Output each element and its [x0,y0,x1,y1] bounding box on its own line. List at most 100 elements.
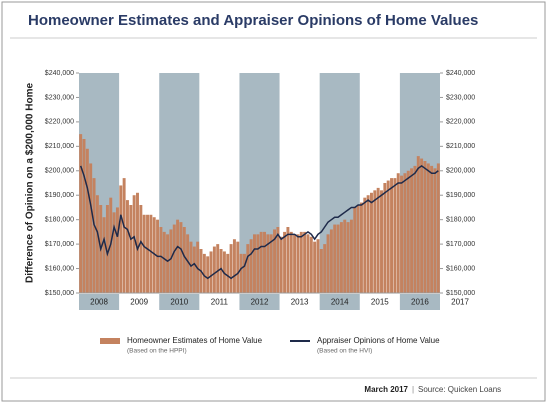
bar [376,187,380,293]
bar [316,239,320,293]
bar [89,163,93,293]
bar [79,134,83,293]
y2-tick-label: $200,000 [446,168,475,175]
bar [396,173,400,293]
bar [390,178,394,293]
y-tick-label: $210,000 [45,143,74,150]
bar [423,161,427,293]
bar [216,244,220,293]
bar [182,227,186,293]
bar [393,178,397,293]
year-box [239,294,280,310]
bar [189,241,193,293]
y2-tick-label: $230,000 [446,94,475,101]
bar [433,168,437,293]
bar [373,190,377,293]
bar [406,170,410,293]
bar [132,195,136,293]
legend-label: Homeowner Estimates of Home Value [127,336,263,345]
bar [273,229,277,293]
bar [303,231,307,293]
x-tick-label: 2011 [211,298,229,307]
bar [212,246,216,293]
bar [366,195,370,293]
bar [119,185,123,293]
y-tick-label: $160,000 [45,265,74,272]
x-tick-label: 2015 [371,298,389,307]
bar [296,234,300,293]
bar [176,219,180,293]
bar [256,234,260,293]
bar [413,165,417,293]
footer-source: Source: Quicken Loans [418,385,501,394]
bar [92,178,96,293]
bar [232,239,236,293]
y-tick-label: $230,000 [45,94,74,101]
bar [346,222,350,293]
bar [172,224,176,293]
y-tick-label: $150,000 [45,290,74,297]
y2-tick-label: $240,000 [446,70,475,77]
bar [276,227,280,293]
bar [283,231,287,293]
y2-tick-label: $220,000 [446,119,475,126]
bar [339,222,343,293]
y2-tick-label: $190,000 [446,192,475,199]
bar [179,222,183,293]
legend-label: Appraiser Opinions of Home Value [317,336,440,345]
year-band [319,73,360,293]
bar [430,165,434,293]
x-tick-label: 2017 [451,298,469,307]
bar [229,244,233,293]
bar [82,139,86,293]
bar [400,175,404,293]
bar [192,246,196,293]
bar [356,205,360,293]
bar [226,253,230,293]
bar [380,190,383,293]
bar [209,251,213,293]
y2-tick-label: $160,000 [446,265,475,272]
x-tick-label: 2009 [130,298,148,307]
x-tick-label: 2012 [251,298,269,307]
bar [136,192,139,293]
year-box [399,294,440,310]
bar [122,178,126,293]
bar [239,253,243,293]
bar [299,231,303,293]
chart-title: Homeowner Estimates and Appraiser Opinio… [28,12,478,29]
bar [420,158,424,293]
bar [353,207,357,293]
bar [386,180,390,293]
bar [313,241,317,293]
y-tick-label: $240,000 [45,70,74,77]
bar [266,234,270,293]
bar [105,205,109,293]
bar [146,214,149,293]
bar [162,231,166,293]
bar [152,217,156,293]
bar [289,231,293,293]
legend-note: (Based on the HPPI) [127,348,187,355]
bar [85,148,89,293]
bar [125,200,129,293]
year-box [319,294,360,310]
legend-note: (Based on the HVI) [317,348,372,355]
bar [102,217,106,293]
bar [293,234,297,293]
bar [329,229,333,293]
bar [219,249,223,293]
bar [306,234,310,293]
bar [246,244,250,293]
bar [319,249,323,293]
bar [363,197,367,293]
legend-swatch [100,338,120,344]
x-tick-label: 2010 [170,298,188,307]
bar [159,227,163,293]
bar [95,195,99,293]
bar [206,256,210,293]
bar [166,234,170,293]
y-tick-label: $220,000 [45,119,74,126]
y-tick-label: $200,000 [45,168,74,175]
